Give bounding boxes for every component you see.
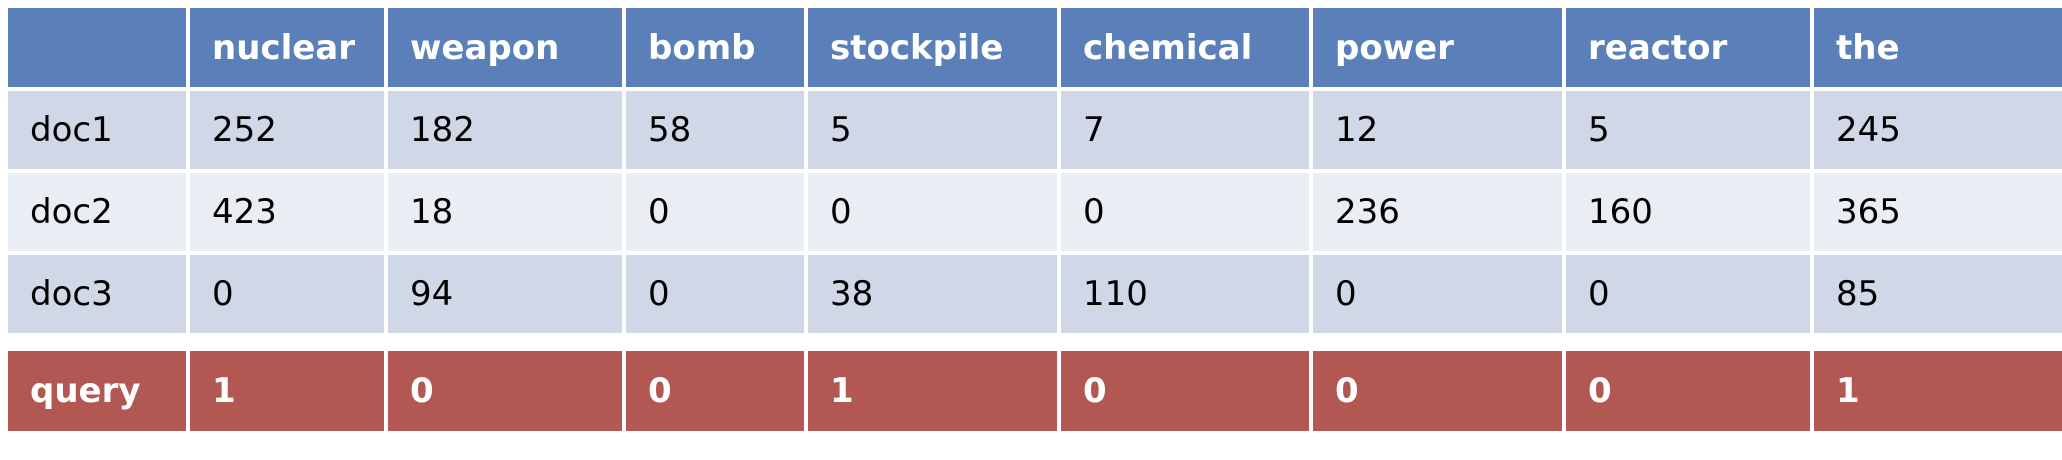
- table-cell: 0: [626, 255, 804, 333]
- query-cell: 1: [1814, 351, 2062, 431]
- header-chemical: chemical: [1061, 8, 1309, 87]
- header-stockpile: stockpile: [808, 8, 1057, 87]
- table-cell: 0: [1566, 255, 1810, 333]
- header-power: power: [1313, 8, 1562, 87]
- query-cell: 0: [626, 351, 804, 431]
- table-cell: 365: [1814, 173, 2062, 251]
- table-cell: 85: [1814, 255, 2062, 333]
- table-cell: 58: [626, 91, 804, 169]
- query-cell: 0: [1313, 351, 1562, 431]
- table-cell: 182: [388, 91, 622, 169]
- term-document-table: nuclear weapon bomb stockpile chemical p…: [8, 8, 2062, 431]
- header-bomb: bomb: [626, 8, 804, 87]
- header-the: the: [1814, 8, 2062, 87]
- query-cell: 0: [388, 351, 622, 431]
- table-cell: 5: [808, 91, 1057, 169]
- table-cell: 18: [388, 173, 622, 251]
- query-cell: 1: [808, 351, 1057, 431]
- table-cell: 160: [1566, 173, 1810, 251]
- header-reactor: reactor: [1566, 8, 1810, 87]
- header-corner-cell: [8, 8, 186, 87]
- table-cell: 7: [1061, 91, 1309, 169]
- table-cell: 110: [1061, 255, 1309, 333]
- table-cell: 236: [1313, 173, 1562, 251]
- table-cell: 5: [1566, 91, 1810, 169]
- table-cell: 0: [808, 173, 1057, 251]
- query-row-label: query: [8, 351, 186, 431]
- table-cell: 38: [808, 255, 1057, 333]
- row-label-doc1: doc1: [8, 91, 186, 169]
- table-cell: 0: [190, 255, 384, 333]
- table-cell: 94: [388, 255, 622, 333]
- row-label-doc2: doc2: [8, 173, 186, 251]
- table-cell: 252: [190, 91, 384, 169]
- query-cell: 1: [190, 351, 384, 431]
- table-cell: 423: [190, 173, 384, 251]
- header-nuclear: nuclear: [190, 8, 384, 87]
- table-cell: 0: [1313, 255, 1562, 333]
- row-label-doc3: doc3: [8, 255, 186, 333]
- query-cell: 0: [1061, 351, 1309, 431]
- header-weapon: weapon: [388, 8, 622, 87]
- query-cell: 0: [1566, 351, 1810, 431]
- table-gap: [8, 337, 2062, 347]
- table-cell: 0: [1061, 173, 1309, 251]
- table-cell: 245: [1814, 91, 2062, 169]
- table-cell: 0: [626, 173, 804, 251]
- table-cell: 12: [1313, 91, 1562, 169]
